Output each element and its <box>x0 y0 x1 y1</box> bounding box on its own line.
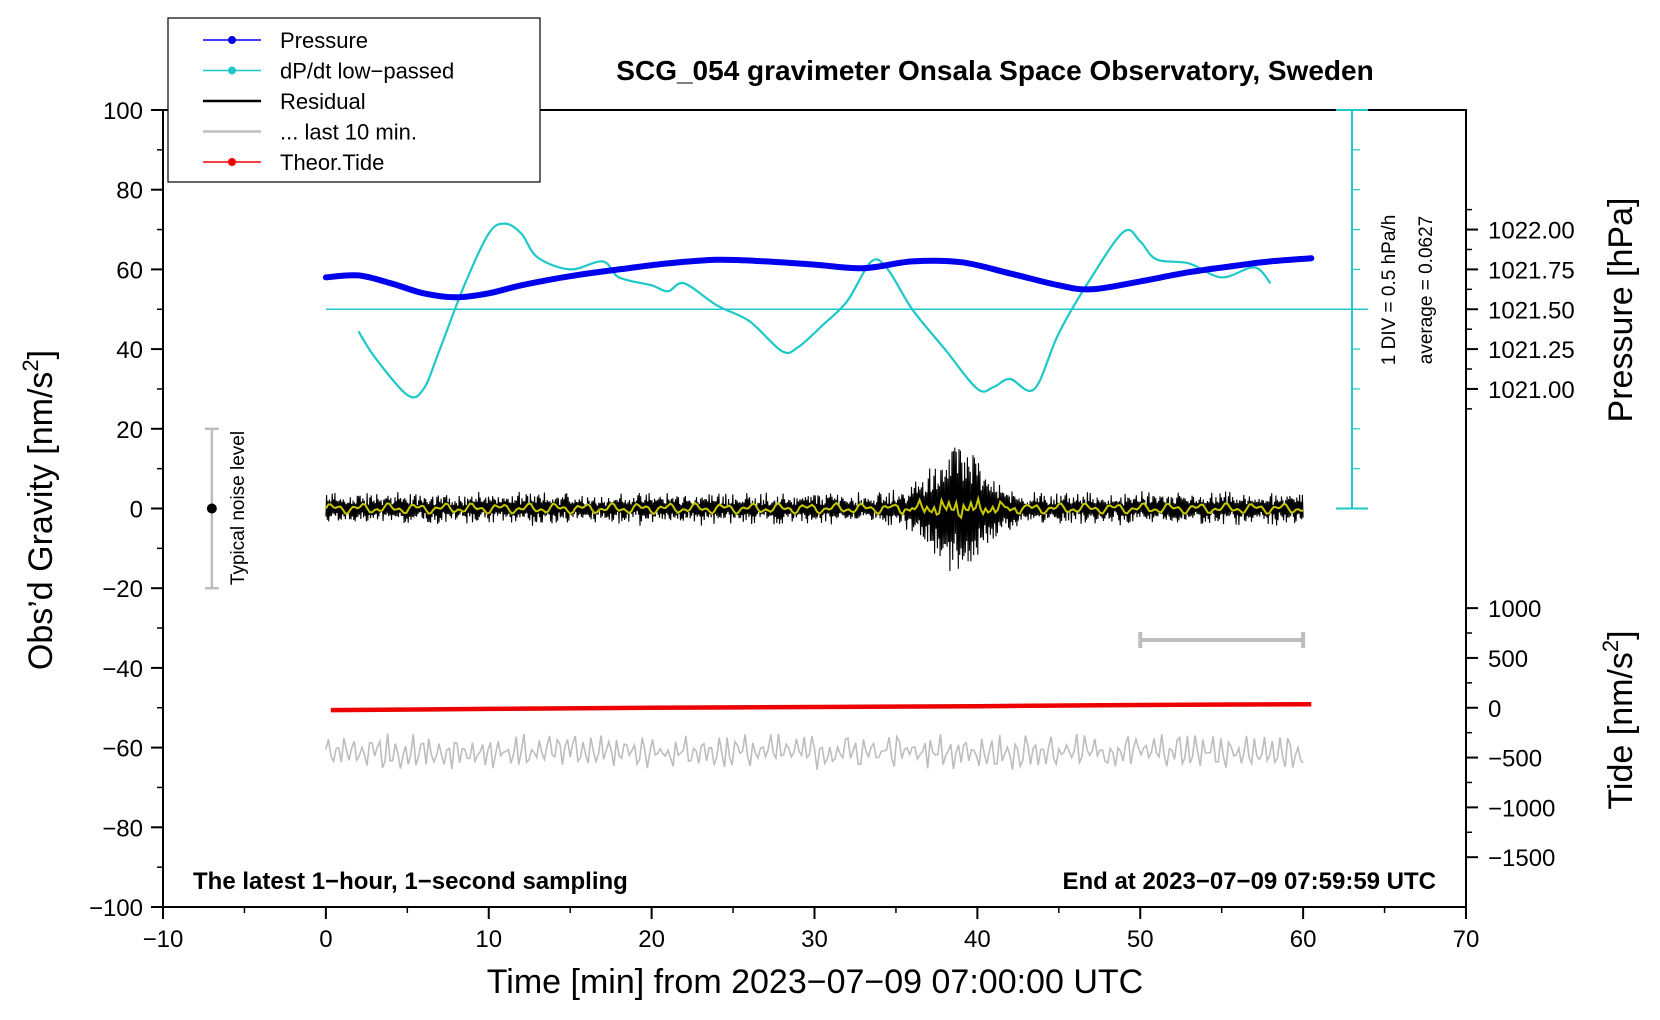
legend-marker <box>228 36 236 44</box>
noise-level-label: Typical noise level <box>228 431 249 585</box>
x-tick-label: 40 <box>964 926 991 953</box>
y-tick-label: 20 <box>116 417 143 444</box>
y-axis-tide: −1500 −1000 −500 0 500 1000 <box>1466 596 1555 872</box>
y-axis-gravity: −100 −80 −60 −40 −20 0 20 40 60 80 100 <box>89 98 163 922</box>
y-tick-label: −20 <box>102 576 143 603</box>
legend-label: Residual <box>280 89 366 114</box>
x-tick-label: −10 <box>143 926 184 953</box>
end-time-annotation: End at 2023−07−09 07:59:59 UTC <box>1062 868 1436 895</box>
legend-marker <box>228 66 236 75</box>
y-tick-label: 0 <box>130 497 143 524</box>
x-tick-label: 60 <box>1290 926 1317 953</box>
legend-label: Theor.Tide <box>280 150 384 175</box>
legend-marker <box>228 158 236 166</box>
tide-tick-label: 500 <box>1488 646 1528 673</box>
pressure-line <box>322 255 1315 301</box>
y-tick-label: −80 <box>102 815 143 842</box>
tide-tick-label: −1000 <box>1488 795 1555 822</box>
y2-axis-title: Pressure [hPa] <box>1602 198 1640 423</box>
pressure-tick-label: 1021.50 <box>1488 297 1575 324</box>
y-tick-label: −100 <box>89 895 143 922</box>
legend-entries: Pressure dP/dt low−passed Residual ... last… <box>203 28 454 175</box>
y3-axis-title-main: Tide [nm/s <box>1602 652 1640 809</box>
residual-series-layer <box>325 447 1304 572</box>
pressure-tick-label: 1022.00 <box>1488 218 1575 245</box>
pressure-series-layer <box>322 255 1315 301</box>
legend-label: ... last 10 min. <box>280 120 417 145</box>
x-tick-label: 50 <box>1127 926 1154 953</box>
y-axis-title: Obs’d Gravity [nm/s2] <box>18 350 60 670</box>
x-tick-label: 10 <box>475 926 502 953</box>
y-axis-pressure: 1021.00 1021.25 1021.50 1021.75 1022.00 <box>1466 208 1575 410</box>
y3-axis-title: Tide [nm/s2] <box>1598 630 1640 809</box>
y-axis-title-close: ] <box>22 350 60 359</box>
y-tick-label: 100 <box>103 98 143 125</box>
y-tick-label: −40 <box>102 656 143 683</box>
tide-line <box>330 701 1312 713</box>
dpdt-average-label: average = 0.0627 <box>1416 216 1437 364</box>
x-axis: −10 0 10 20 30 40 50 60 70 <box>143 907 1480 953</box>
chart-title: SCG_054 gravimeter Onsala Space Observat… <box>616 55 1373 86</box>
tide-series-layer <box>330 701 1312 713</box>
legend: Pressure dP/dt low−passed Residual ... last… <box>167 17 541 183</box>
y-axis-title-superscript: 2 <box>18 359 43 371</box>
y-tick-label: 80 <box>116 178 143 205</box>
tide-tick-label: 0 <box>1488 696 1501 723</box>
legend-label: dP/dt low−passed <box>280 59 454 84</box>
legend-label: Pressure <box>280 28 368 53</box>
window-bar-layer <box>1138 632 1306 649</box>
x-tick-label: 0 <box>319 926 332 953</box>
noise-level-layer <box>204 427 219 590</box>
pressure-tick-label: 1021.25 <box>1488 337 1575 364</box>
x-tick-label: 70 <box>1453 926 1480 953</box>
x-axis-title: Time [min] from 2023−07−09 07:00:00 UTC <box>487 963 1143 1001</box>
dpdt-scale-layer <box>1335 109 1368 510</box>
tide-tick-label: −1500 <box>1488 845 1555 872</box>
tide-tick-label: 1000 <box>1488 596 1541 623</box>
y3-axis-title-superscript: 2 <box>1598 640 1623 652</box>
y-tick-label: −60 <box>102 736 143 763</box>
last-10-min-layer <box>325 733 1304 770</box>
y-axis-title-main: Obs’d Gravity [nm/s <box>22 372 60 671</box>
dpdt-scale-label: 1 DIV = 0.5 hPa/h <box>1379 215 1400 366</box>
residual-smoothed-line <box>325 494 1304 520</box>
x-tick-label: 30 <box>801 926 828 953</box>
noise-center-dot <box>206 503 217 514</box>
y-tick-label: 40 <box>116 337 143 364</box>
x-tick-label: 20 <box>638 926 665 953</box>
y-tick-label: 60 <box>116 257 143 284</box>
pressure-tick-label: 1021.00 <box>1488 377 1575 404</box>
dpdt-line <box>357 222 1272 399</box>
pressure-tick-label: 1021.75 <box>1488 257 1575 284</box>
last-10-min-line <box>325 733 1304 770</box>
tide-tick-label: −500 <box>1488 746 1542 773</box>
dpdt-series-layer <box>357 222 1272 399</box>
y3-axis-title-close: ] <box>1602 630 1640 639</box>
sampling-annotation: The latest 1−hour, 1−second sampling <box>193 868 628 895</box>
